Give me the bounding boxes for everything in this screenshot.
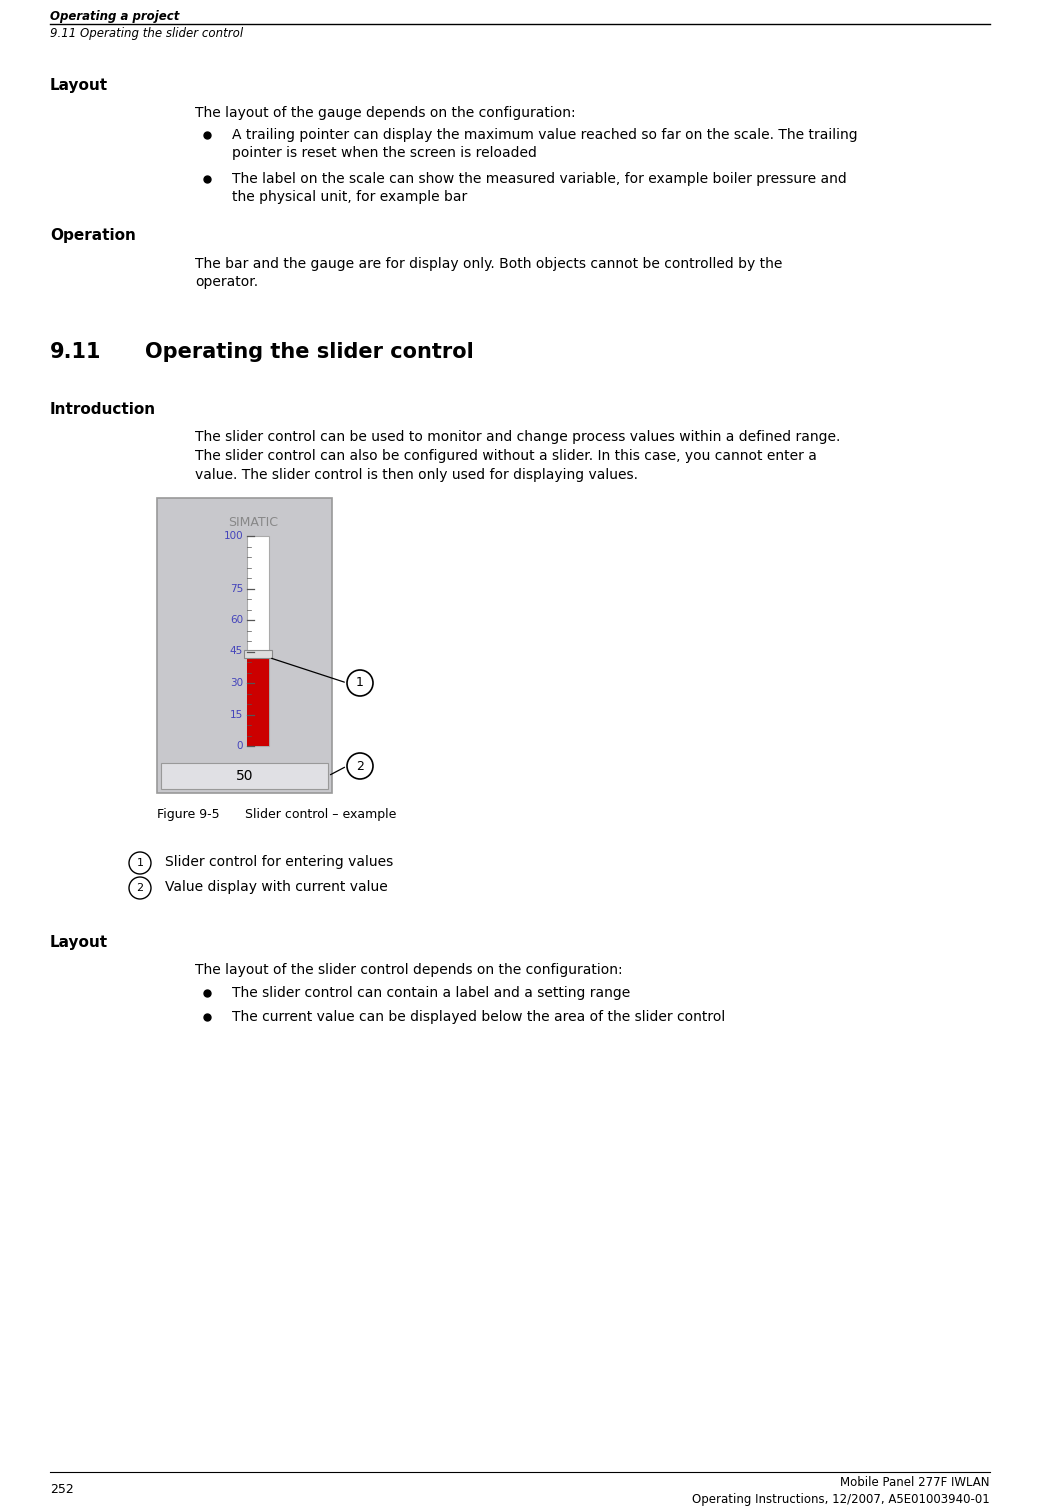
Text: value. The slider control is then only used for displaying values.: value. The slider control is then only u…: [196, 468, 638, 481]
Text: Operating the slider control: Operating the slider control: [145, 343, 474, 362]
Text: The current value can be displayed below the area of the slider control: The current value can be displayed below…: [232, 1010, 725, 1025]
Text: Introduction: Introduction: [50, 401, 156, 416]
Text: 100: 100: [224, 531, 243, 542]
Circle shape: [347, 753, 373, 779]
Bar: [157, 498, 332, 794]
Text: SIMATIC: SIMATIC: [228, 516, 279, 530]
Text: 50: 50: [236, 770, 254, 783]
Text: Figure 9-5: Figure 9-5: [157, 807, 219, 821]
Text: The bar and the gauge are for display only. Both objects cannot be controlled by: The bar and the gauge are for display on…: [196, 257, 782, 272]
Text: the physical unit, for example bar: the physical unit, for example bar: [232, 190, 467, 204]
Text: The label on the scale can show the measured variable, for example boiler pressu: The label on the scale can show the meas…: [232, 172, 847, 186]
Text: 60: 60: [230, 616, 243, 625]
Text: Layout: Layout: [50, 78, 108, 94]
Text: pointer is reset when the screen is reloaded: pointer is reset when the screen is relo…: [232, 146, 537, 160]
Text: Value display with current value: Value display with current value: [165, 880, 388, 893]
Text: A trailing pointer can display the maximum value reached so far on the scale. Th: A trailing pointer can display the maxim…: [232, 128, 858, 142]
Text: operator.: operator.: [196, 275, 258, 290]
Bar: [161, 764, 328, 789]
Text: The layout of the gauge depends on the configuration:: The layout of the gauge depends on the c…: [196, 106, 575, 121]
Text: The slider control can also be configured without a slider. In this case, you ca: The slider control can also be configure…: [196, 450, 816, 463]
Text: 75: 75: [230, 584, 243, 593]
Text: Slider control – example: Slider control – example: [229, 807, 396, 821]
Text: 252: 252: [50, 1483, 74, 1495]
Circle shape: [347, 670, 373, 696]
Text: 1: 1: [356, 676, 364, 690]
Text: Operating a project: Operating a project: [50, 11, 179, 23]
Text: The slider control can contain a label and a setting range: The slider control can contain a label a…: [232, 985, 630, 1000]
Text: 1: 1: [136, 859, 144, 868]
Text: Mobile Panel 277F IWLAN: Mobile Panel 277F IWLAN: [840, 1476, 990, 1489]
Text: 2: 2: [356, 759, 364, 773]
Text: The slider control can be used to monitor and change process values within a def: The slider control can be used to monito…: [196, 430, 840, 444]
Bar: [248, 652, 269, 745]
Text: Operating Instructions, 12/2007, A5E01003940-01: Operating Instructions, 12/2007, A5E0100…: [693, 1492, 990, 1506]
Text: 2: 2: [136, 883, 144, 893]
Bar: [244, 649, 272, 658]
Text: Slider control for entering values: Slider control for entering values: [165, 856, 393, 869]
Text: 9.11: 9.11: [50, 343, 102, 362]
Text: 9.11 Operating the slider control: 9.11 Operating the slider control: [50, 27, 243, 41]
Text: Layout: Layout: [50, 936, 108, 951]
Text: 15: 15: [230, 709, 243, 720]
Text: 45: 45: [230, 646, 243, 656]
Bar: [248, 536, 269, 745]
Text: 0: 0: [236, 741, 243, 751]
Text: 30: 30: [230, 678, 243, 688]
Text: The layout of the slider control depends on the configuration:: The layout of the slider control depends…: [196, 963, 623, 976]
Text: Operation: Operation: [50, 228, 136, 243]
